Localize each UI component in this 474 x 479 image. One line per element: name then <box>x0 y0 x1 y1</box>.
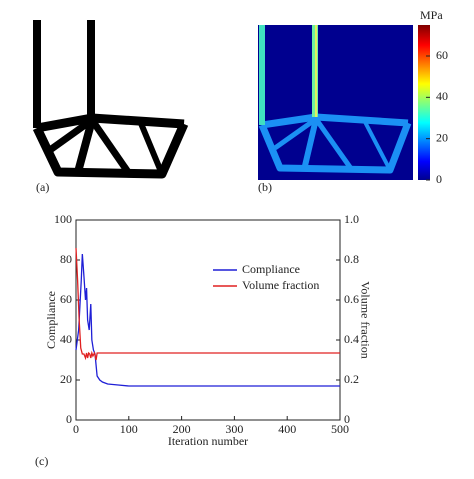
x-tick-label: 200 <box>173 422 191 436</box>
y-axis-label: Compliance <box>44 291 58 349</box>
colorbar-tick-label: 20 <box>436 130 448 144</box>
colorbar-tick-label: 0 <box>436 172 442 186</box>
y-tick-label: 0 <box>66 412 72 426</box>
structure-a <box>32 20 189 179</box>
colorbar-tick-label: 60 <box>436 48 448 62</box>
y-tick-label: 20 <box>60 372 72 386</box>
colorbar-unit: MPa <box>420 8 443 22</box>
colorbar <box>418 25 430 180</box>
x-tick-label: 300 <box>225 422 243 436</box>
plot-frame <box>75 219 341 421</box>
line-series <box>75 253 340 387</box>
x-tick-label: 500 <box>331 422 349 436</box>
y2-tick-label: 0.6 <box>344 292 359 306</box>
y2-tick-label: 0.2 <box>344 372 359 386</box>
y2-tick-label: 0.8 <box>344 252 359 266</box>
x-tick-label: 0 <box>73 422 79 436</box>
panel-label: (c) <box>35 454 48 468</box>
panel-label: (a) <box>36 180 49 194</box>
y2-tick-label: 0.4 <box>344 332 359 346</box>
legend-label: Compliance <box>242 262 300 276</box>
colorbar-tick-label: 40 <box>436 89 448 103</box>
y-tick-label: 100 <box>54 212 72 226</box>
legend-label: Volume fraction <box>242 278 319 292</box>
x-tick-label: 400 <box>278 422 296 436</box>
y2-tick-label: 0 <box>344 412 350 426</box>
y-tick-label: 60 <box>60 292 72 306</box>
panel-label: (b) <box>258 180 272 194</box>
line-series <box>75 247 340 361</box>
x-axis-label: Iteration number <box>168 434 248 448</box>
y2-axis-label: Volume fraction <box>358 281 372 358</box>
y-tick-label: 80 <box>60 252 72 266</box>
y-tick-label: 40 <box>60 332 72 346</box>
stress-field-b <box>258 25 413 180</box>
y2-tick-label: 1.0 <box>344 212 359 226</box>
x-tick-label: 100 <box>120 422 138 436</box>
